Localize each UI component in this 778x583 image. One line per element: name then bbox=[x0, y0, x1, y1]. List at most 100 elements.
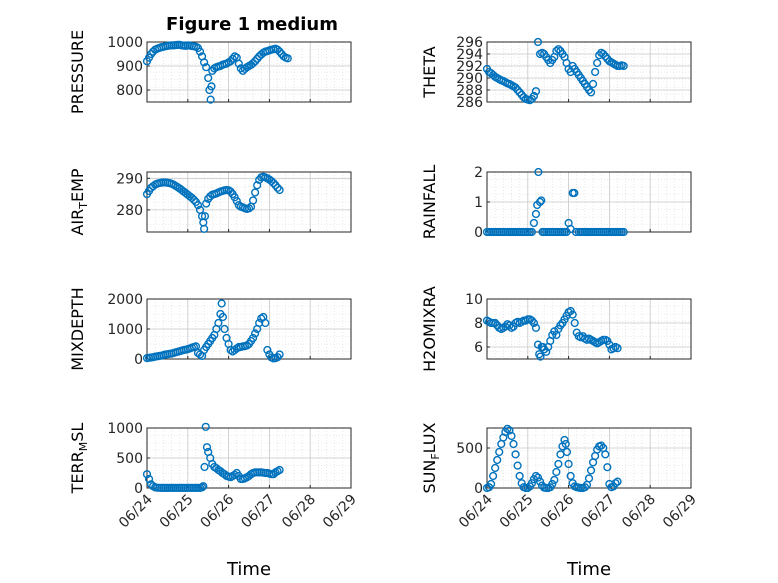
data-point bbox=[568, 310, 577, 319]
x-tick-label: 06/29 bbox=[660, 492, 700, 532]
data-point bbox=[200, 462, 209, 472]
y-tick-label: 2000 bbox=[107, 292, 143, 308]
data-point bbox=[200, 224, 209, 233]
y-axis-label: AIRTEMP bbox=[68, 168, 90, 235]
y-tick-label: 292 bbox=[456, 59, 483, 75]
data-point bbox=[146, 49, 156, 59]
x-axis-label: Time bbox=[226, 559, 271, 580]
data-point bbox=[552, 467, 561, 477]
data-point bbox=[513, 461, 522, 470]
data-point bbox=[248, 59, 258, 68]
y-axis-label: RAINFALL bbox=[420, 165, 439, 240]
y-tick-label: 0 bbox=[134, 481, 143, 497]
data-point bbox=[531, 209, 541, 219]
subplot-terr-msl: 0 500 1000 06/24 06/25 06/26 06/27 06/28 06/29 TE… bbox=[68, 421, 360, 580]
axes-box bbox=[146, 171, 352, 233]
y-tick-label: 294 bbox=[456, 47, 483, 63]
data-point bbox=[588, 79, 598, 89]
data-point bbox=[226, 57, 235, 66]
subplot-h2omixra: 6 8 10 H2OMIXRA bbox=[420, 286, 692, 372]
data-point bbox=[201, 422, 210, 431]
data-point bbox=[144, 474, 154, 484]
data-point bbox=[230, 470, 239, 479]
data-point bbox=[601, 450, 610, 459]
y-tick-label: 1000 bbox=[107, 322, 143, 338]
data-point bbox=[584, 85, 594, 95]
data-point bbox=[562, 447, 572, 457]
data-point bbox=[251, 57, 260, 66]
y-tick-label: 296 bbox=[456, 35, 483, 51]
data-point bbox=[534, 167, 543, 177]
x-tick-label: 06/24 bbox=[456, 491, 496, 531]
y-tick-label: 290 bbox=[116, 171, 143, 187]
data-point bbox=[275, 185, 284, 195]
data-point bbox=[493, 455, 502, 465]
data-point bbox=[570, 318, 579, 328]
data-point bbox=[533, 473, 543, 482]
data-point bbox=[584, 474, 594, 483]
data-point bbox=[619, 227, 628, 237]
data-point bbox=[542, 347, 551, 356]
data-point bbox=[242, 341, 252, 350]
y-axis-label: SUNFLUX bbox=[420, 422, 442, 493]
data-point bbox=[517, 479, 526, 488]
subplot-sun-flux: 0 500 06/24 06/25 06/26 06/27 06/28 06/29 SUNFLU… bbox=[420, 422, 700, 580]
data-point bbox=[613, 344, 622, 353]
y-tick-label: 1000 bbox=[107, 421, 143, 437]
data-point bbox=[202, 199, 211, 208]
data-point bbox=[199, 482, 208, 491]
data-point bbox=[195, 350, 205, 359]
data-point bbox=[257, 314, 266, 323]
data-point bbox=[611, 479, 620, 488]
data-point bbox=[283, 54, 292, 63]
data-point bbox=[248, 333, 258, 343]
data-point bbox=[536, 352, 545, 361]
data-point bbox=[217, 299, 226, 308]
x-axis-label: Time bbox=[566, 559, 611, 580]
data-point bbox=[586, 88, 596, 97]
y-tick-label: 500 bbox=[456, 441, 483, 457]
data-point bbox=[570, 188, 579, 198]
data-point bbox=[597, 441, 606, 450]
data-point bbox=[561, 439, 570, 449]
data-point bbox=[234, 201, 243, 210]
data-point bbox=[142, 470, 152, 479]
y-tick-label: 1000 bbox=[107, 35, 143, 51]
x-tick-label: 06/28 bbox=[279, 492, 319, 532]
data-point bbox=[601, 52, 610, 61]
data-point bbox=[214, 318, 223, 328]
data-point bbox=[200, 58, 209, 67]
data-point bbox=[232, 196, 241, 206]
data-point bbox=[495, 447, 504, 457]
data-point bbox=[248, 196, 258, 205]
data-point bbox=[556, 321, 565, 330]
subplot-pressure: 800 900 1000 PRESSURE bbox=[68, 30, 352, 114]
data-point bbox=[554, 45, 563, 54]
y-axis-label: MIXDEPTH bbox=[68, 287, 87, 370]
x-tick-label: 06/26 bbox=[198, 491, 238, 531]
y-axis-label: TERRMSL bbox=[68, 423, 90, 495]
axes-box bbox=[486, 298, 692, 360]
data-point bbox=[511, 83, 520, 92]
data-point bbox=[535, 477, 545, 486]
data-point bbox=[207, 82, 216, 91]
data-point bbox=[593, 58, 602, 68]
x-tick-label: 06/27 bbox=[238, 492, 278, 532]
data-point bbox=[275, 465, 284, 475]
data-point bbox=[263, 345, 272, 355]
data-point bbox=[554, 459, 563, 469]
subplot-mixdepth: 0 1000 2000 MIXDEPTH bbox=[68, 287, 352, 371]
data-point bbox=[619, 61, 628, 71]
data-point bbox=[491, 318, 500, 328]
y-tick-label: 2 bbox=[474, 165, 483, 181]
y-tick-label: 290 bbox=[456, 71, 483, 87]
data-point bbox=[523, 483, 532, 493]
data-point bbox=[513, 85, 522, 95]
data-point bbox=[511, 450, 520, 459]
y-tick-label: 288 bbox=[456, 83, 483, 99]
y-tick-label: 500 bbox=[116, 451, 143, 467]
data-point bbox=[193, 201, 203, 210]
y-tick-label: 0 bbox=[474, 481, 483, 497]
